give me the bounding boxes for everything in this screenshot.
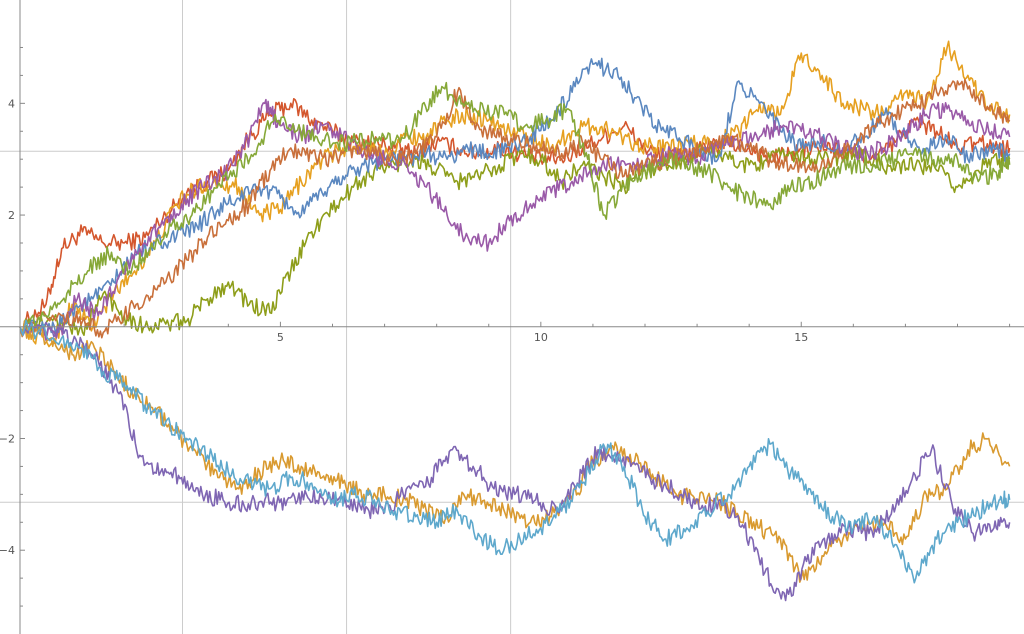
y-tick-label: 2 (8, 209, 15, 222)
series-line-7 (19, 320, 1011, 583)
y-tick-label: 4 (8, 97, 15, 110)
series-line-8 (19, 321, 1011, 602)
series-layer (19, 40, 1011, 602)
series-line-6 (19, 81, 1011, 335)
x-tick-label: 15 (794, 331, 808, 344)
y-tick-label: −2 (0, 432, 15, 445)
y-tick-label: −4 (0, 544, 15, 557)
series-line-1 (19, 40, 1011, 348)
series-line-9 (19, 319, 1011, 584)
x-tick-label: 5 (277, 331, 284, 344)
series-line-4 (19, 98, 1011, 342)
x-tick-label: 10 (534, 331, 548, 344)
series-line-2 (19, 140, 1011, 337)
series-line-5 (19, 78, 1011, 339)
tick-labels: 5 10 15 4 2 −2 −4 (0, 97, 808, 557)
